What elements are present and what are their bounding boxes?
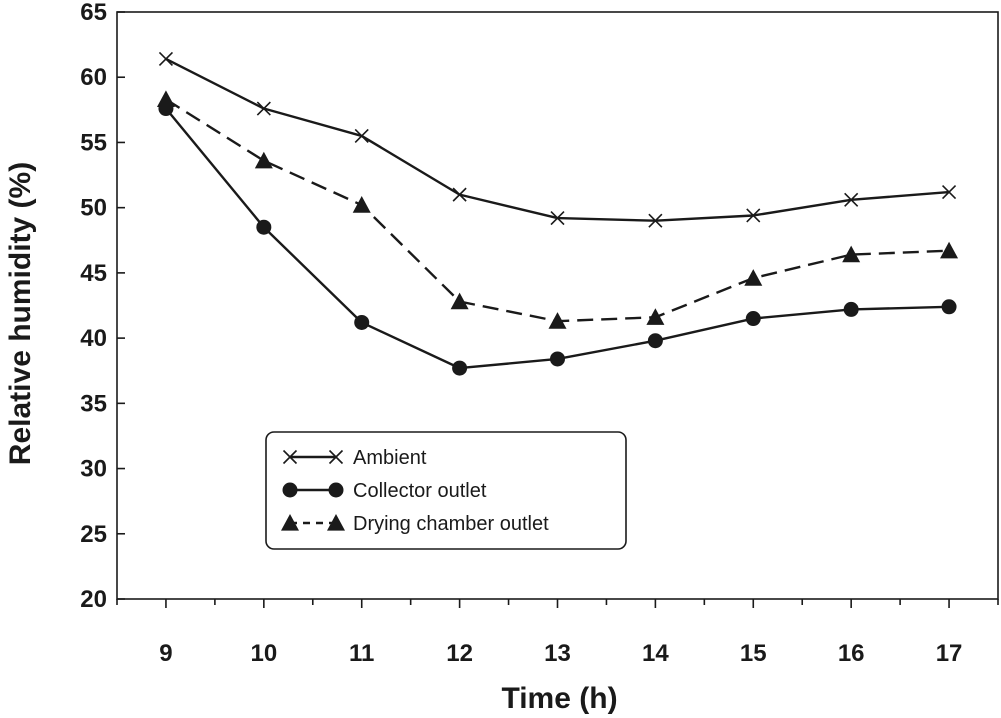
y-tick-label: 25 — [80, 521, 107, 548]
data-point-drying-chamber-outlet — [156, 90, 175, 108]
x-tick-label: 13 — [544, 640, 571, 667]
legend: Ambient Collector outlet Drying chamber ou… — [265, 431, 627, 550]
x-tick-label: 15 — [740, 640, 767, 667]
axes: 20 25 30 35 40 45 50 55 60 65 9 10 11 12 13 14 15 16 17 — [80, 0, 999, 667]
legend-marker-ambient — [282, 449, 298, 465]
legend-label-ambient: Ambient — [353, 447, 427, 469]
x-tick-label: 16 — [838, 640, 865, 667]
legend-label-drying-chamber-outlet: Drying chamber outlet — [353, 513, 549, 535]
y-tick-label: 40 — [80, 325, 107, 352]
data-point-drying-chamber-outlet — [450, 292, 469, 310]
x-tick-label: 9 — [159, 640, 172, 667]
data-point-collector-outlet — [843, 301, 859, 317]
series-ambient — [158, 51, 957, 228]
data-point-ambient — [550, 211, 565, 226]
series-drying-chamber-outlet — [156, 90, 959, 329]
legend-marker-drying-chamber-outlet — [327, 514, 345, 531]
data-point-drying-chamber-outlet — [842, 245, 861, 263]
x-tick-label: 14 — [642, 640, 669, 667]
series-layer — [156, 51, 959, 376]
series-line-drying-chamber-outlet — [165, 98, 950, 323]
y-tick-label: 45 — [80, 260, 107, 287]
data-point-ambient — [256, 101, 271, 116]
legend-marker-collector-outlet — [328, 482, 344, 498]
legend-box — [265, 431, 627, 550]
legend-marker-ambient — [328, 449, 344, 465]
x-tick-label: 17 — [936, 640, 963, 667]
data-point-collector-outlet — [647, 333, 663, 349]
data-point-collector-outlet — [452, 360, 468, 376]
data-point-ambient — [746, 208, 761, 223]
y-tick-label: 30 — [80, 456, 107, 483]
series-line-collector-outlet — [165, 107, 950, 370]
data-point-ambient — [941, 184, 957, 200]
data-point-ambient — [648, 213, 663, 228]
data-point-collector-outlet — [256, 219, 272, 235]
x-tick-label: 12 — [446, 640, 473, 667]
series-line-ambient — [165, 57, 950, 222]
y-tick-label: 20 — [80, 586, 107, 613]
data-point-collector-outlet — [941, 299, 957, 315]
y-tick-label: 65 — [80, 0, 107, 26]
data-point-collector-outlet — [745, 311, 761, 327]
data-point-ambient — [452, 187, 467, 202]
data-point-ambient — [354, 128, 369, 143]
data-point-ambient — [844, 192, 859, 207]
data-point-drying-chamber-outlet — [254, 151, 273, 169]
data-point-collector-outlet — [550, 351, 565, 367]
x-axis-title: Time (h) — [501, 682, 617, 715]
y-tick-label: 35 — [80, 390, 107, 417]
y-axis-title: Relative humidity (%) — [4, 162, 37, 465]
x-tick-label: 10 — [250, 640, 277, 667]
data-point-drying-chamber-outlet — [744, 269, 763, 286]
data-point-collector-outlet — [354, 314, 370, 330]
data-point-drying-chamber-outlet — [352, 196, 371, 213]
x-tick-label: 11 — [349, 640, 374, 667]
y-tick-label: 50 — [80, 195, 107, 222]
data-point-drying-chamber-outlet — [548, 312, 567, 329]
data-point-drying-chamber-outlet — [940, 241, 959, 259]
data-point-ambient — [158, 51, 174, 67]
legend-marker-drying-chamber-outlet — [281, 514, 299, 531]
y-tick-label: 60 — [80, 64, 107, 91]
legend-label-collector-outlet: Collector outlet — [353, 480, 487, 502]
legend-marker-collector-outlet — [282, 482, 298, 498]
y-tick-label: 55 — [80, 129, 107, 156]
data-point-drying-chamber-outlet — [646, 308, 665, 325]
series-collector-outlet — [158, 101, 957, 376]
